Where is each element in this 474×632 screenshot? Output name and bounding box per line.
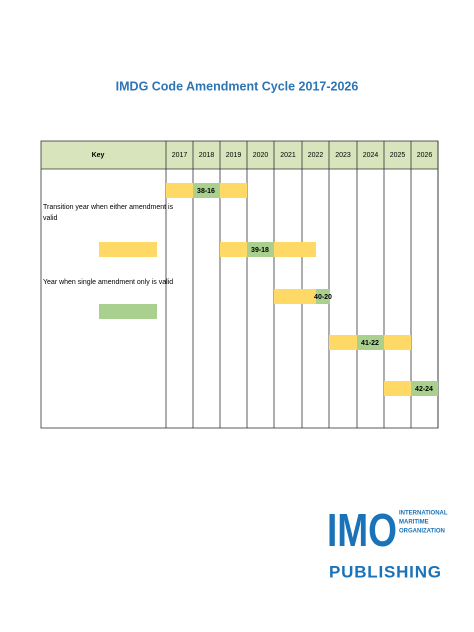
- amendment-label: 40-20: [314, 294, 332, 301]
- amendment-bar: [220, 183, 247, 198]
- key-swatch-transition: [99, 242, 157, 257]
- amendment-label: 42-24: [415, 386, 433, 393]
- logo-line: MARITIME: [399, 520, 429, 526]
- amendment-bar: [329, 335, 357, 350]
- logo: IMO INTERNATIONAL MARITIME ORGANIZATION …: [327, 504, 448, 581]
- year-header: 2018: [199, 152, 215, 159]
- year-header: 2020: [253, 152, 269, 159]
- amendment-bar: [411, 381, 438, 396]
- logo-line: INTERNATIONAL: [399, 511, 448, 517]
- year-header: 2017: [172, 152, 188, 159]
- amendment-bar: [384, 335, 411, 350]
- key-header: Key: [92, 152, 105, 159]
- year-header: 2024: [363, 152, 379, 159]
- title: IMDG Code Amendment Cycle 2017-2026: [116, 79, 359, 93]
- key-text: Transition year when either amendment is: [43, 204, 174, 211]
- logo-publishing: PUBLISHING: [329, 562, 441, 581]
- amendment-bar: [274, 242, 316, 257]
- header-row: [41, 141, 438, 169]
- year-header: 2021: [280, 152, 296, 159]
- amendment-bar: [247, 242, 274, 257]
- amendment-label: 38-16: [197, 188, 215, 195]
- amendment-label: 41-22: [361, 340, 379, 347]
- year-header: 2025: [390, 152, 406, 159]
- year-header: 2022: [308, 152, 324, 159]
- key-text: Year when single amendment only is valid: [43, 279, 173, 286]
- amendment-bar: [316, 289, 330, 304]
- year-header: 2019: [226, 152, 242, 159]
- year-header: 2023: [335, 152, 351, 159]
- amendment-bar: [357, 335, 384, 350]
- amendment-bar: [274, 289, 316, 304]
- logo-line: ORGANIZATION: [399, 529, 445, 535]
- key-text: valid: [43, 215, 58, 222]
- amendment-label: 39-18: [251, 247, 269, 254]
- logo-mark: IMO: [327, 504, 397, 556]
- key-swatch-single: [99, 304, 157, 319]
- amendment-bar: [384, 381, 411, 396]
- amendment-bar: [193, 183, 220, 198]
- amendment-bar: [166, 183, 193, 198]
- year-header: 2026: [417, 152, 433, 159]
- amendment-bar: [220, 242, 247, 257]
